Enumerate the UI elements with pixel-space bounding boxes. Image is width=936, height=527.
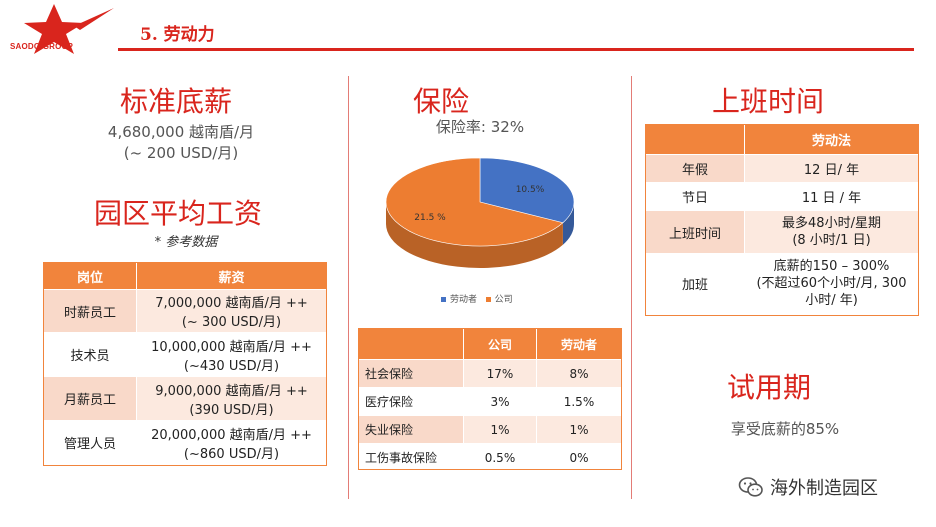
table-header-row: 公司 劳动者 [358, 328, 623, 360]
table-row: 节日 11 日 / 年 [645, 182, 919, 211]
pay-cell: 9,000,000 越南盾/月 ++ (390 USD/月) [136, 376, 327, 421]
role-cell: 月薪员工 [43, 376, 137, 421]
pay-cell: 7,000,000 越南盾/月 ++ (~ 300 USD/月) [136, 289, 327, 333]
table-row: 医疗保险 3% 1.5% [358, 387, 623, 416]
pay-usd: (~860 USD/月) [183, 446, 280, 462]
pie-slice-0 [479, 157, 575, 224]
table-header-row: 岗位 薪资 [43, 262, 327, 290]
reference-note: * 参考数据 [154, 235, 218, 250]
table-row: 技术员 10,000,000 越南盾/月 ++ (~430 USD/月) [43, 332, 327, 377]
column-header-company: 公司 [463, 328, 537, 360]
worker-rate-cell: 1.5% [535, 387, 623, 416]
standard-salary-usd: (~ 200 USD/月) [123, 144, 239, 162]
pay-cell: 10,000,000 越南盾/月 ++ (~430 USD/月) [136, 332, 327, 377]
pay-vnd: 7,000,000 越南盾/月 ++ [155, 296, 308, 311]
company-rate-cell: 3% [463, 387, 537, 416]
table-row: 管理人员 20,000,000 越南盾/月 ++ (~860 USD/月) [43, 420, 327, 465]
pay-vnd: 10,000,000 越南盾/月 ++ [151, 339, 312, 355]
insurance-type-cell: 失业保险 [358, 415, 464, 444]
table-row: 社会保险 17% 8% [358, 359, 623, 388]
standard-salary-title: 标准底薪 [120, 85, 233, 118]
table-row: 月薪员工 9,000,000 越南盾/月 ++ (390 USD/月) [43, 376, 327, 421]
work-time-value: 最多48小时/星期 (8 小时/1 日) [744, 210, 919, 254]
pay-vnd: 9,000,000 越南盾/月 ++ [155, 383, 308, 399]
column-header-pay: 薪资 [136, 262, 327, 290]
work-time-line: 底薪的150 – 300% [773, 259, 890, 274]
work-time-line: 小时/ 年) [805, 293, 858, 308]
work-time-label: 节日 [645, 182, 745, 211]
divider-right [631, 76, 632, 499]
pie-data-label-1: 21.5 % [414, 213, 446, 223]
company-rate-cell: 1% [463, 415, 537, 444]
title-underline [118, 48, 914, 51]
work-time-title: 上班时间 [712, 85, 825, 118]
column-header-worker: 劳动者 [535, 328, 623, 360]
work-time-line: (8 小时/1 日) [792, 233, 871, 248]
insurance-pie-chart: 10.5% 21.5 % [385, 157, 575, 268]
star-logo-icon [24, 4, 114, 54]
logo-text: SAODO GROUP [10, 42, 74, 51]
standard-salary-vnd: 4,680,000 越南盾/月 [107, 123, 255, 141]
work-time-value: 11 日 / 年 [744, 182, 919, 211]
pay-usd: (~ 300 USD/月) [181, 315, 282, 330]
park-wage-table: 岗位 薪资 时薪员工 7,000,000 越南盾/月 ++ (~ 300 USD… [43, 262, 327, 465]
role-cell: 管理人员 [43, 420, 137, 465]
worker-rate-cell: 0% [535, 443, 623, 472]
watermark-text: 海外制造园区 [770, 478, 878, 499]
work-time-value: 12 日/ 年 [744, 154, 919, 183]
table-row: 上班时间 最多48小时/星期 (8 小时/1 日) [645, 210, 919, 254]
chart-legend: 劳动者 公司 [441, 292, 513, 305]
table-row: 时薪员工 7,000,000 越南盾/月 ++ (~ 300 USD/月) [43, 289, 327, 333]
wechat-icon [738, 477, 763, 497]
pay-cell: 20,000,000 越南盾/月 ++ (~860 USD/月) [136, 420, 327, 465]
table-row: 年假 12 日/ 年 [645, 154, 919, 183]
worker-rate-cell: 1% [535, 415, 623, 444]
work-time-label: 年假 [645, 154, 745, 183]
column-header-blank [645, 124, 745, 155]
work-time-label: 加班 [645, 253, 745, 314]
legend-swatch-worker [441, 297, 446, 302]
company-rate-cell: 17% [463, 359, 537, 388]
company-rate-cell: 0.5% [463, 443, 537, 472]
table-row: 加班 底薪的150 – 300% (不超过60个小时/月, 300 小时/ 年) [645, 253, 919, 314]
page-title: 5. 劳动力 [140, 25, 215, 45]
pie-side-1 [386, 202, 563, 268]
legend-label-company: 公司 [494, 295, 513, 305]
legend-label-worker: 劳动者 [450, 295, 478, 305]
insurance-type-cell: 医疗保险 [358, 387, 464, 416]
work-time-line: (不超过60个小时/月, 300 [756, 276, 907, 291]
insurance-type-cell: 工伤事故保险 [358, 443, 464, 472]
insurance-title: 保险 [413, 85, 470, 118]
insurance-rate: 保险率: 32% [435, 118, 525, 136]
pie-data-label-0: 10.5% [516, 185, 545, 195]
probation-text: 享受底薪的85% [730, 420, 840, 438]
pay-usd: (390 USD/月) [189, 402, 274, 418]
work-time-value: 底薪的150 – 300% (不超过60个小时/月, 300 小时/ 年) [744, 253, 919, 314]
work-time-line: 最多48小时/星期 [782, 216, 881, 231]
pay-usd: (~430 USD/月) [183, 358, 280, 374]
probation-title: 试用期 [727, 371, 812, 404]
park-wage-title: 园区平均工资 [94, 197, 263, 230]
work-time-label: 上班时间 [645, 210, 745, 254]
column-header-type [358, 328, 464, 360]
table-header-row: 劳动法 [645, 124, 919, 155]
legend-swatch-company [485, 297, 491, 302]
insurance-type-cell: 社会保险 [358, 359, 464, 388]
pie-slice-1 [385, 157, 564, 247]
insurance-table: 公司 劳动者 社会保险 17% 8% 医疗保险 3% 1.5% 失业保险 1% … [358, 328, 623, 472]
column-header-role: 岗位 [43, 262, 137, 290]
column-header-labor-law: 劳动法 [744, 124, 919, 155]
divider-left [348, 76, 349, 499]
pay-vnd: 20,000,000 越南盾/月 ++ [151, 427, 312, 443]
worker-rate-cell: 8% [535, 359, 623, 388]
work-time-table: 劳动法 年假 12 日/ 年 节日 11 日 / 年 上班时间 最多48小时/星… [645, 124, 919, 314]
table-row: 失业保险 1% 1% [358, 415, 623, 444]
table-row: 工伤事故保险 0.5% 0% [358, 443, 623, 472]
role-cell: 技术员 [43, 332, 137, 377]
role-cell: 时薪员工 [43, 289, 137, 333]
